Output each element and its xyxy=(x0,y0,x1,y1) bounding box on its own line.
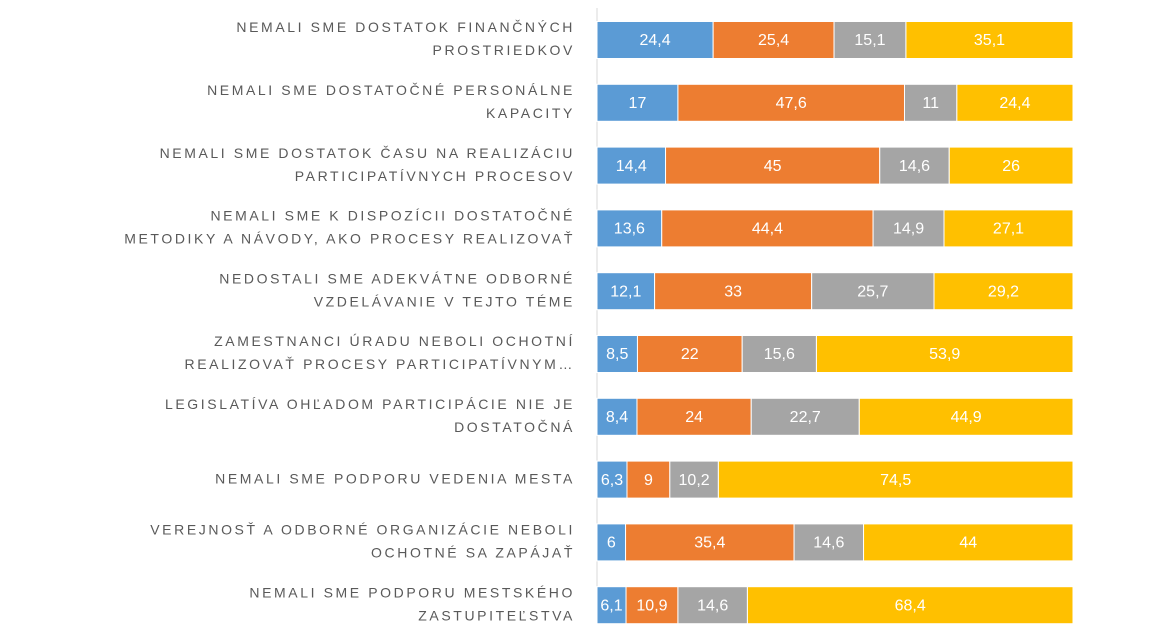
value-label: 25,7 xyxy=(857,283,888,300)
bar-segment xyxy=(863,523,1074,562)
bar-segment xyxy=(811,272,935,311)
value-label: 6 xyxy=(607,535,616,552)
category-label: REALIZOVAŤ PROCESY PARTICIPATÍVNYM… xyxy=(184,356,575,372)
bar-segment xyxy=(879,146,950,185)
category-label: VZDELÁVANIE V TEJTO TÉME xyxy=(314,293,575,309)
bar-segment xyxy=(596,335,638,373)
value-label: 11 xyxy=(922,95,939,112)
category-label: KAPACITY xyxy=(486,105,575,121)
value-label: 12,1 xyxy=(610,283,641,300)
value-label: 47,6 xyxy=(776,95,807,112)
value-label: 9 xyxy=(644,472,653,489)
value-label: 44,9 xyxy=(951,409,982,426)
value-label: 8,5 xyxy=(606,346,628,363)
value-label: 27,1 xyxy=(993,221,1024,238)
category-label: PARTICIPATÍVNYCH PROCESOV xyxy=(295,168,575,184)
value-label: 26 xyxy=(1002,158,1020,175)
bar-segment xyxy=(596,209,663,248)
value-label: 15,1 xyxy=(854,32,885,49)
bar-segment xyxy=(677,83,905,122)
bar-segment xyxy=(596,586,627,625)
bar-segment xyxy=(626,460,671,499)
category-label: DOSTATOČNÁ xyxy=(454,419,575,435)
value-label: 24,4 xyxy=(640,32,671,49)
value-label: 10,2 xyxy=(679,472,710,489)
bar-segment xyxy=(661,209,874,248)
category-label: NEMALI SME K DISPOZÍCII DOSTATOČNÉ xyxy=(210,208,575,224)
bar-segment xyxy=(636,397,752,436)
value-label: 14,6 xyxy=(697,597,728,614)
value-label: 35,4 xyxy=(694,535,725,552)
value-label: 24 xyxy=(685,409,703,426)
category-label: NEMALI SME DOSTATOK FINANČNÝCH xyxy=(236,19,575,35)
value-label: 14,6 xyxy=(813,535,844,552)
value-label: 14,4 xyxy=(616,158,647,175)
value-label: 6,1 xyxy=(600,597,622,614)
category-label: NEMALI SME PODPORU MESTSKÉHO xyxy=(249,584,575,600)
bar-segment xyxy=(872,209,945,248)
bar-segment xyxy=(596,146,667,185)
value-label: 14,6 xyxy=(899,158,930,175)
bar-segment xyxy=(956,83,1074,122)
value-label: 29,2 xyxy=(988,283,1019,300)
value-label: 35,1 xyxy=(974,32,1005,49)
bar-segment xyxy=(712,21,835,59)
category-label: ZAMESTNANCI ÚRADU NEBOLI OCHOTNÍ xyxy=(214,333,575,349)
bar-segment xyxy=(596,272,656,311)
bar-segment xyxy=(815,335,1074,373)
category-label: PROSTRIEDKOV xyxy=(433,42,575,58)
bar-segment xyxy=(933,272,1074,311)
bar-segment xyxy=(625,586,679,625)
value-label: 53,9 xyxy=(929,346,960,363)
value-label: 68,4 xyxy=(895,597,926,614)
category-label: VEREJNOSŤ A ODBORNÉ ORGANIZÁCIE NEBOLI xyxy=(150,522,575,538)
bar-segment xyxy=(948,146,1074,185)
value-label: 8,4 xyxy=(606,409,628,426)
value-label: 44,4 xyxy=(752,221,783,238)
value-label: 25,4 xyxy=(758,32,789,49)
value-label: 6,3 xyxy=(601,472,623,489)
category-label: NEMALI SME PODPORU VEDENIA MESTA xyxy=(215,470,575,486)
value-label: 45 xyxy=(764,158,782,175)
category-label: OCHOTNÉ SA ZAPÁJAŤ xyxy=(371,545,575,561)
bar-segment xyxy=(665,146,881,185)
bar-segment xyxy=(654,272,813,311)
bar-segment xyxy=(793,523,865,562)
bar-segment xyxy=(625,523,795,562)
value-label: 17 xyxy=(629,95,647,112)
category-label: NEMALI SME DOSTATOK ČASU NA REALIZÁCIU xyxy=(160,145,575,161)
value-label: 24,4 xyxy=(999,95,1030,112)
value-label: 13,6 xyxy=(614,221,645,238)
value-label: 14,9 xyxy=(893,221,924,238)
bar-segment xyxy=(717,460,1074,499)
category-label: NEDOSTALI SME ADEKVÁTNE ODBORNÉ xyxy=(219,270,575,286)
category-label: ZASTUPITEĽSTVA xyxy=(418,607,575,623)
bar-segment xyxy=(943,209,1074,248)
value-label: 44 xyxy=(959,535,977,552)
value-label: 22 xyxy=(681,346,699,363)
bar-segment xyxy=(750,397,860,436)
category-label: NEMALI SME DOSTATOČNÉ PERSONÁLNE xyxy=(207,82,575,98)
bar-segment xyxy=(596,460,628,499)
bar-segment xyxy=(833,21,907,59)
bar-segment xyxy=(741,335,817,373)
category-label: METODIKY A NÁVODY, AKO PROCESY REALIZOVA… xyxy=(124,231,575,247)
bar-segment xyxy=(905,21,1074,59)
value-label: 22,7 xyxy=(790,409,821,426)
value-label: 74,5 xyxy=(880,472,911,489)
bar-segment xyxy=(858,397,1074,436)
value-label: 10,9 xyxy=(636,597,667,614)
category-label: LEGISLATÍVA OHĽADOM PARTICIPÁCIE NIE JE xyxy=(165,396,575,412)
value-label: 33 xyxy=(724,283,742,300)
value-label: 15,6 xyxy=(764,346,795,363)
